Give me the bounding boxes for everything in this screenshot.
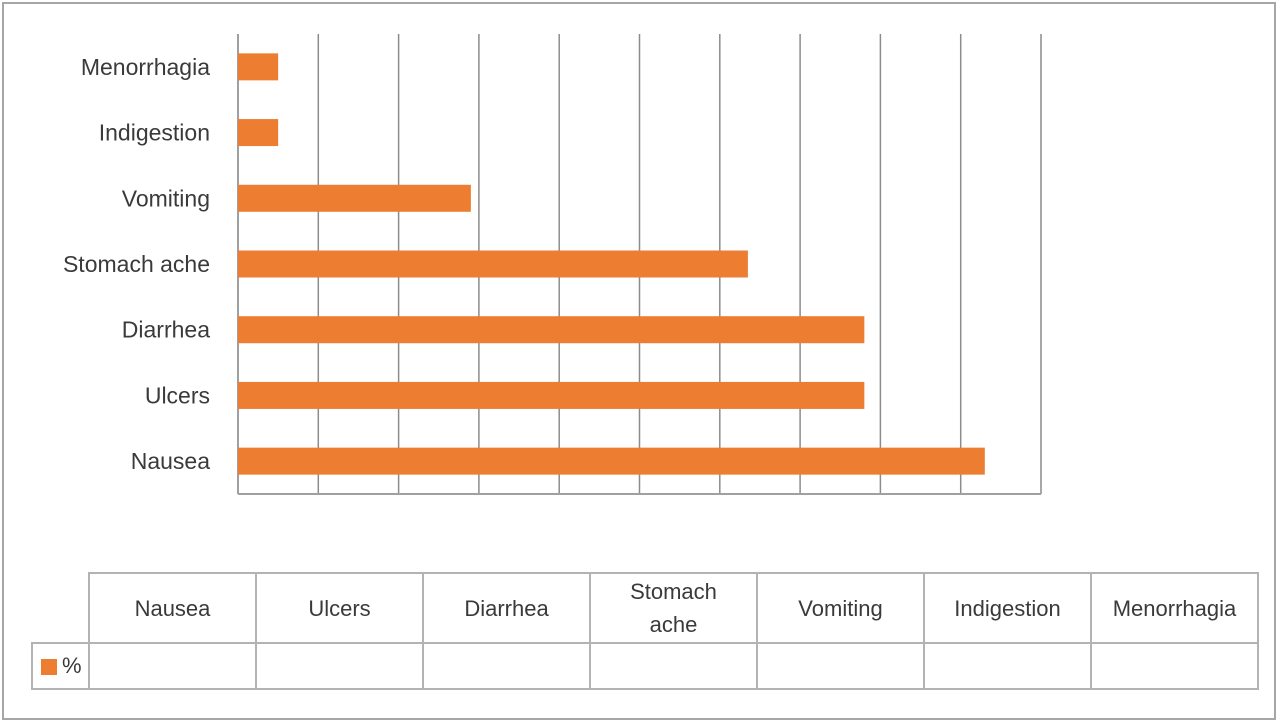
category-label: Vomiting	[122, 185, 210, 211]
data-table-value-cell	[1090, 642, 1259, 690]
legend-label: %	[62, 653, 82, 678]
data-table-header-cell: Menorrhagia	[1090, 572, 1259, 644]
data-table-header-cell: Ulcers	[255, 572, 424, 644]
data-table-header-cell: Nausea	[88, 572, 257, 644]
category-label: Ulcers	[145, 382, 210, 408]
gridlines	[237, 34, 1042, 495]
category-labels: Nausea Ulcers Diarrhea Stomach ache Vomiting…	[63, 54, 210, 474]
category-label: Nausea	[131, 448, 210, 474]
data-table-value-cell	[756, 642, 925, 690]
data-table-header-row: Nausea Ulcers Diarrhea Stomach ache Vomiting I…	[32, 572, 1259, 644]
data-table-corner	[32, 573, 90, 644]
data-table-value-cell	[589, 642, 758, 690]
bar-menorrhagia	[238, 53, 279, 81]
bar-vomiting	[238, 184, 471, 212]
data-table: Nausea Ulcers Diarrhea Stomach ache Vomiting I…	[31, 572, 1259, 690]
legend-key	[41, 659, 57, 676]
data-table-value-cell	[255, 642, 424, 690]
data-table-value-row: %	[31, 642, 1259, 690]
data-table-value-cell	[422, 642, 591, 690]
category-label: Indigestion	[99, 120, 210, 146]
data-table-header-cell: Diarrhea	[422, 572, 591, 644]
data-table-header-cell: Vomiting	[756, 572, 925, 644]
data-table-value-cell	[88, 642, 257, 690]
bars	[238, 53, 985, 475]
bar-ulcers	[238, 381, 865, 409]
category-label: Diarrhea	[122, 317, 210, 343]
data-table-header-cell: Indigestion	[923, 572, 1092, 644]
bar-stomach-ache	[238, 250, 748, 278]
data-table-header-cell: Stomach ache	[589, 572, 758, 644]
category-label: Stomach ache	[63, 251, 210, 277]
legend-entry: %	[31, 642, 90, 690]
bar-indigestion	[238, 119, 279, 147]
bar-nausea	[238, 447, 985, 475]
bar-chart-plot: Nausea Ulcers Diarrhea Stomach ache Vomiting…	[63, 34, 1042, 495]
data-table-value-cell	[923, 642, 1092, 690]
bar-diarrhea	[238, 316, 865, 344]
category-label: Menorrhagia	[81, 54, 210, 80]
